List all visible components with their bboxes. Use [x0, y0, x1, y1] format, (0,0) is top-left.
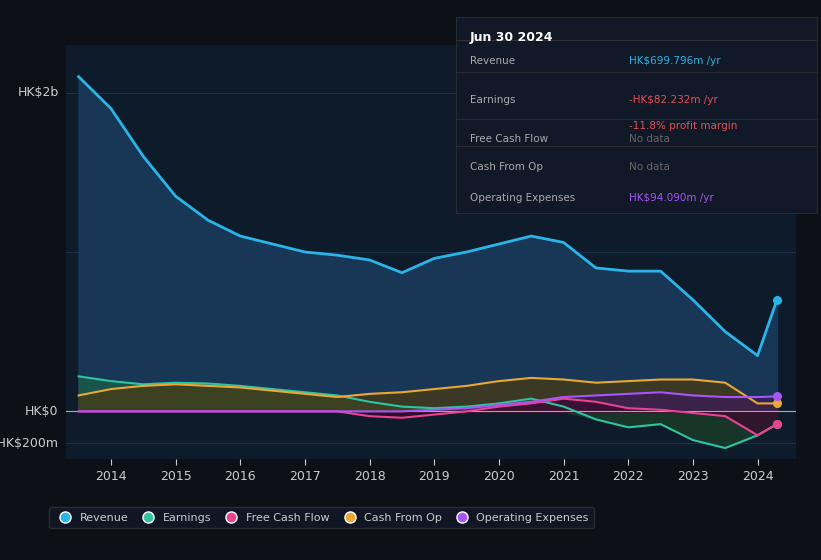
Point	[770, 392, 783, 401]
Text: -HK$82.232m /yr: -HK$82.232m /yr	[629, 95, 718, 105]
Text: HK$94.090m /yr: HK$94.090m /yr	[629, 193, 713, 203]
Text: -HK$200m: -HK$200m	[0, 437, 59, 450]
Text: Free Cash Flow: Free Cash Flow	[470, 134, 548, 144]
Text: Earnings: Earnings	[470, 95, 516, 105]
Point	[770, 295, 783, 304]
Legend: Revenue, Earnings, Free Cash Flow, Cash From Op, Operating Expenses: Revenue, Earnings, Free Cash Flow, Cash …	[48, 507, 594, 528]
Text: HK$2b: HK$2b	[17, 86, 59, 99]
Point	[770, 399, 783, 408]
Text: -11.8% profit margin: -11.8% profit margin	[629, 121, 737, 130]
Text: Cash From Op: Cash From Op	[470, 162, 544, 172]
Text: HK$0: HK$0	[25, 405, 59, 418]
Text: No data: No data	[629, 162, 670, 172]
Text: Jun 30 2024: Jun 30 2024	[470, 31, 553, 44]
Text: Revenue: Revenue	[470, 56, 516, 66]
Text: Operating Expenses: Operating Expenses	[470, 193, 576, 203]
Point	[770, 419, 783, 428]
Point	[770, 419, 783, 428]
Text: HK$699.796m /yr: HK$699.796m /yr	[629, 56, 721, 66]
Text: No data: No data	[629, 134, 670, 144]
